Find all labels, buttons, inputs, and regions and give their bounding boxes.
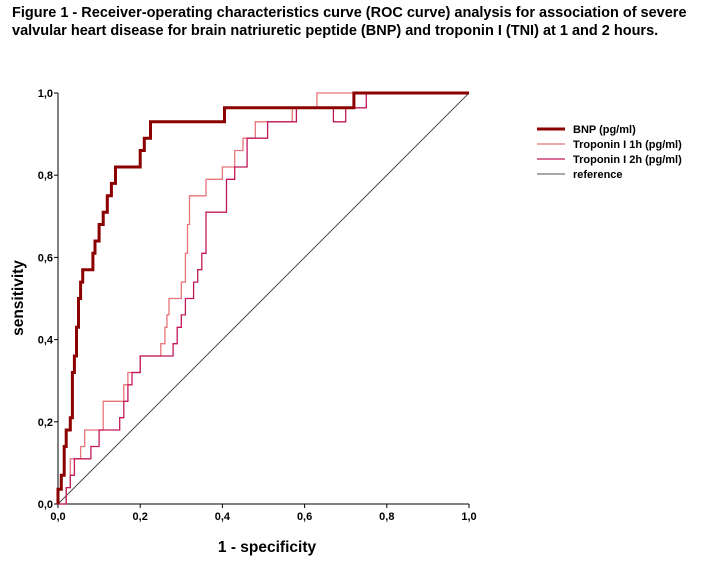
chart-axes bbox=[57, 93, 469, 505]
y-tick-label: 0,8 bbox=[38, 170, 53, 182]
y-axis-label: sensitivity bbox=[10, 260, 27, 336]
roc-curves bbox=[56, 91, 470, 505]
series-line-troponin-i-2h-pg-ml bbox=[58, 92, 469, 505]
series-line-bnp-pg-ml bbox=[56, 91, 469, 504]
y-tick-label: 0,4 bbox=[38, 335, 54, 347]
x-axis-label: 1 - specificity bbox=[218, 539, 317, 556]
y-tick-label: 0,2 bbox=[38, 417, 53, 429]
y-tick-label: 0,0 bbox=[38, 499, 53, 511]
figure-title: Figure 1 - Receiver-operating characteri… bbox=[12, 5, 687, 39]
x-tick-label: 1,0 bbox=[461, 511, 476, 523]
x-tick-label: 0,8 bbox=[379, 511, 394, 523]
legend-label-troponin-i-1h-pg-ml: Troponin I 1h (pg/ml) bbox=[573, 139, 682, 151]
axis-ticks: 0,0 0,2 0,4 0,6 0,8 1,0 0,0 0,2 0,4 0,6 0,8 1,0 bbox=[38, 88, 477, 523]
legend-label-bnp-pg-ml: BNP (pg/ml) bbox=[573, 124, 636, 136]
x-tick-label: 0,0 bbox=[50, 511, 65, 523]
y-tick-label: 1,0 bbox=[38, 88, 53, 100]
y-tick-label: 0,6 bbox=[38, 252, 53, 264]
x-tick-label: 0,2 bbox=[133, 511, 148, 523]
series-line-reference bbox=[57, 92, 470, 505]
x-tick-label: 0,4 bbox=[215, 511, 231, 523]
chart-legend: BNP (pg/ml) Troponin I 1h (pg/ml) Troponin… bbox=[537, 124, 682, 181]
legend-label-troponin-i-2h-pg-ml: Troponin I 2h (pg/ml) bbox=[573, 154, 682, 166]
legend-label-reference: reference bbox=[573, 169, 623, 181]
x-tick-label: 0,6 bbox=[297, 511, 312, 523]
series-line-troponin-i-1h-pg-ml bbox=[58, 92, 469, 505]
